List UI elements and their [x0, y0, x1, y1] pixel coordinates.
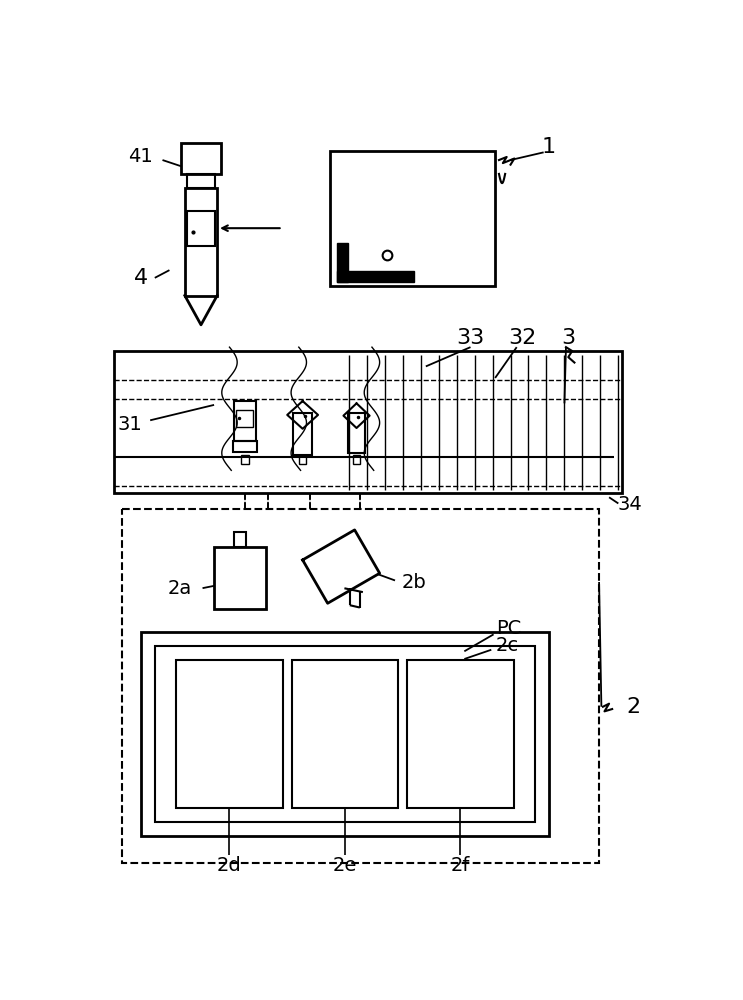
Bar: [407, 660, 513, 808]
Text: 2c: 2c: [496, 636, 519, 655]
Text: 2e: 2e: [333, 856, 357, 875]
Text: 2: 2: [626, 697, 640, 717]
Text: 4: 4: [134, 268, 148, 288]
Text: 2f: 2f: [451, 856, 470, 875]
Text: 31: 31: [117, 415, 142, 434]
Text: 41: 41: [129, 147, 153, 166]
Text: PC: PC: [496, 619, 522, 638]
Text: 33: 33: [456, 328, 484, 348]
Text: 3: 3: [561, 328, 575, 348]
Text: 2d: 2d: [217, 856, 242, 875]
Text: 34: 34: [617, 495, 642, 514]
Bar: [292, 660, 398, 808]
Bar: [141, 632, 549, 836]
Bar: [185, 188, 217, 296]
Bar: [181, 143, 221, 174]
Bar: [330, 151, 495, 286]
Bar: [155, 646, 535, 822]
Text: 2b: 2b: [402, 572, 426, 591]
Bar: [122, 509, 599, 863]
Bar: [234, 401, 256, 441]
Bar: [348, 413, 365, 453]
Bar: [353, 455, 360, 464]
Bar: [233, 441, 257, 452]
Bar: [187, 211, 215, 246]
Bar: [293, 413, 312, 455]
Polygon shape: [337, 271, 415, 282]
Bar: [214, 547, 267, 609]
Bar: [234, 532, 247, 547]
Polygon shape: [337, 243, 348, 282]
Text: 1: 1: [542, 137, 556, 157]
Text: 2a: 2a: [167, 579, 192, 598]
Bar: [187, 174, 215, 188]
Bar: [241, 455, 249, 464]
Bar: [299, 455, 306, 464]
Text: 32: 32: [508, 328, 536, 348]
Bar: [114, 351, 622, 493]
Bar: [176, 660, 282, 808]
Bar: [236, 410, 253, 427]
